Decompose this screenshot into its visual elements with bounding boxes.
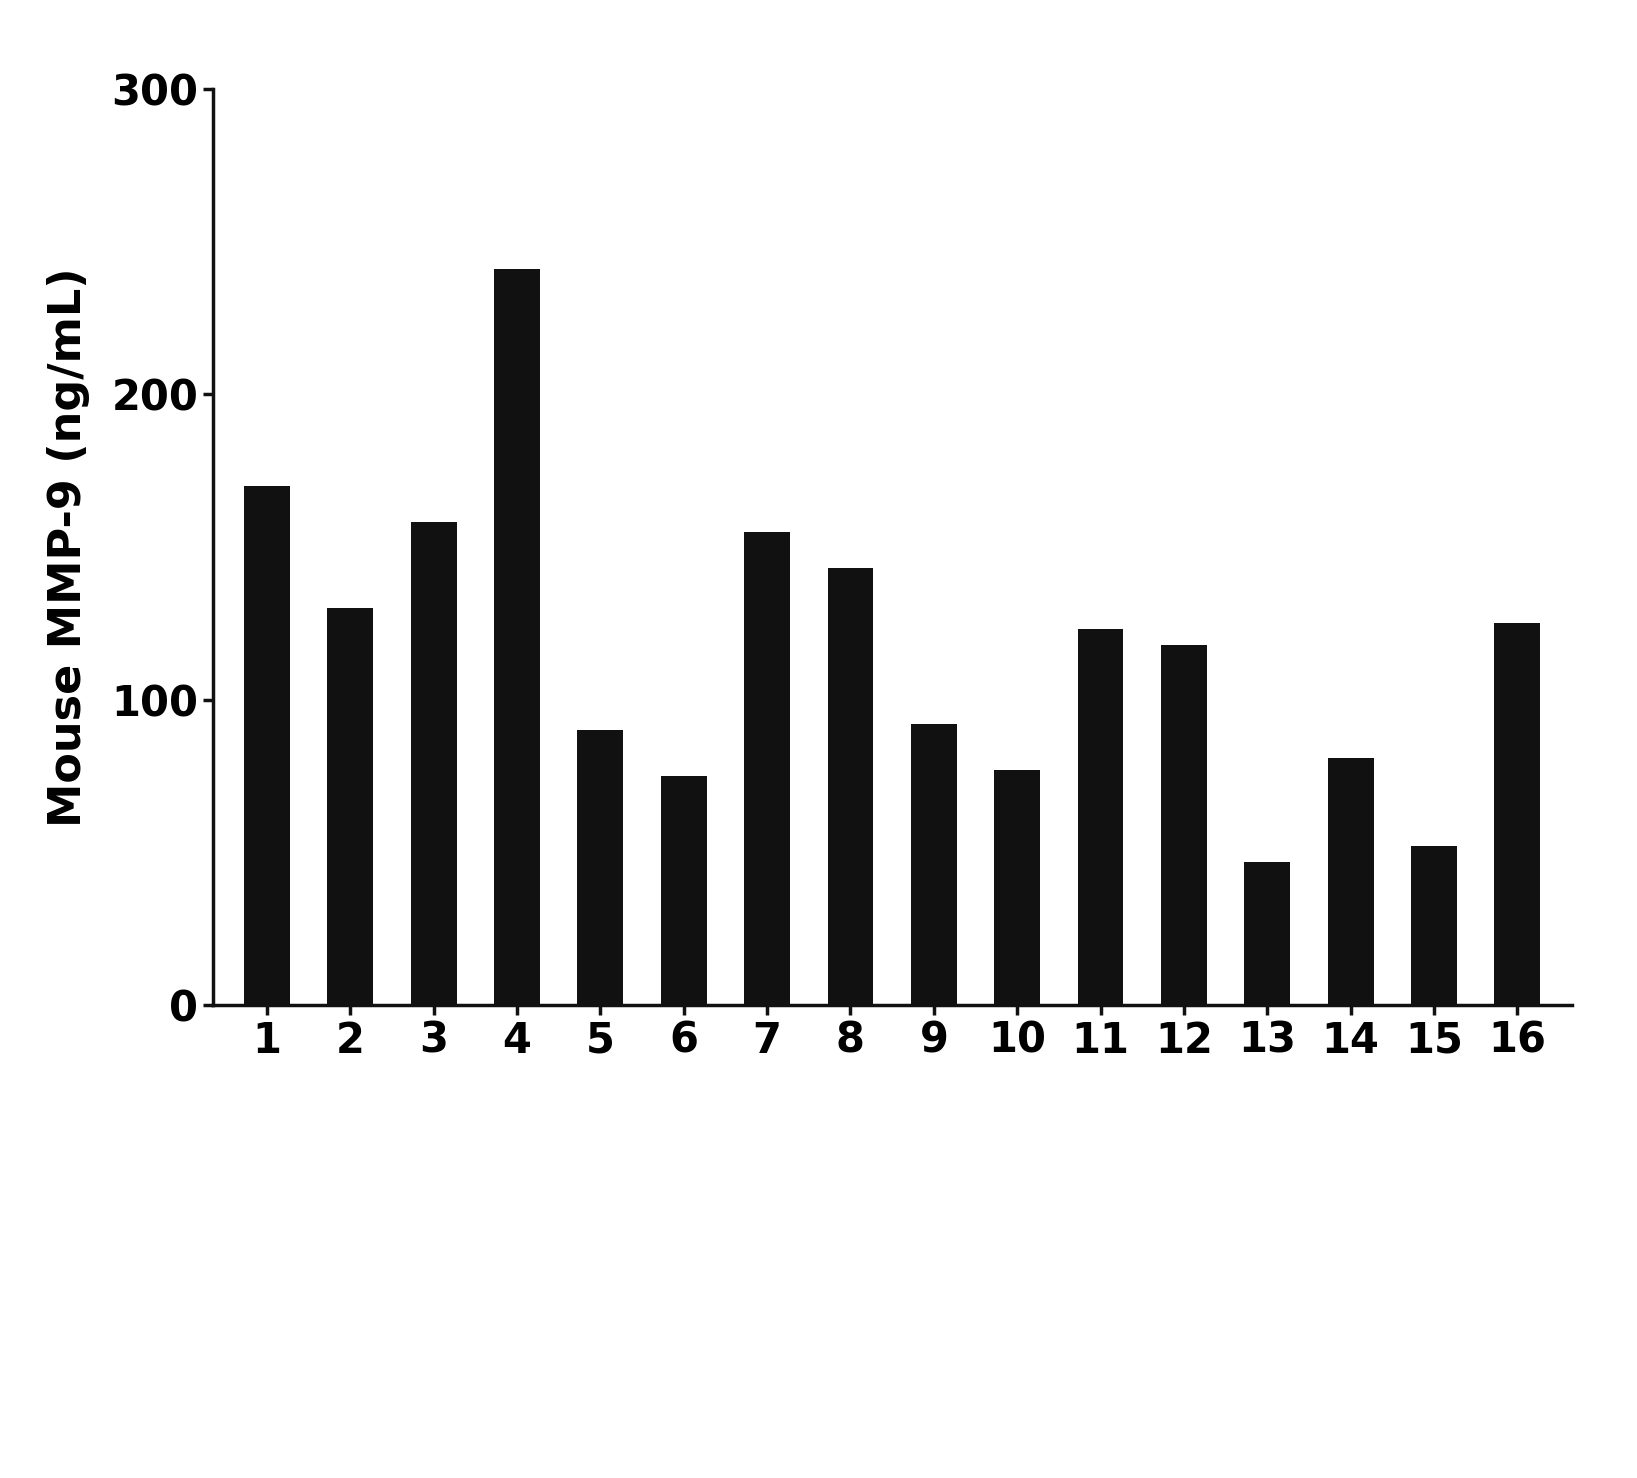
Bar <box>1077 630 1123 1005</box>
Bar <box>828 568 874 1005</box>
Bar <box>494 269 540 1005</box>
Bar <box>994 770 1039 1005</box>
Bar <box>327 607 373 1005</box>
Bar <box>1495 624 1540 1005</box>
Bar <box>244 486 290 1005</box>
Bar <box>1411 847 1457 1005</box>
Bar <box>1161 644 1206 1005</box>
Y-axis label: Mouse MMP-9 (ng/mL): Mouse MMP-9 (ng/mL) <box>47 268 90 826</box>
Bar <box>1328 758 1373 1005</box>
Bar <box>1244 862 1290 1005</box>
Bar <box>745 532 791 1005</box>
Bar <box>910 724 956 1005</box>
Bar <box>661 776 707 1005</box>
Bar <box>411 522 457 1005</box>
Bar <box>578 730 624 1005</box>
